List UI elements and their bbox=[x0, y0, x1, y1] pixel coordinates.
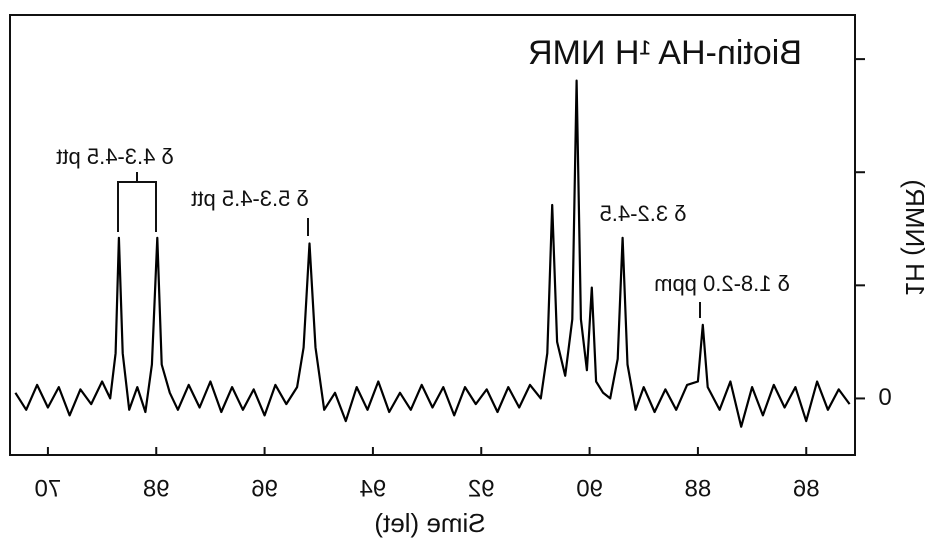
annotation: δ 3.2-4.5 bbox=[600, 201, 687, 226]
plot-frame bbox=[9, 14, 856, 456]
spectrum-line bbox=[14, 79, 851, 428]
y-tick-label: 0 bbox=[878, 384, 891, 411]
x-tick-label: 86 bbox=[793, 475, 820, 502]
chart-title: Biotin-HA ¹H NMR bbox=[528, 34, 802, 72]
x-tick-label: 96 bbox=[251, 475, 278, 502]
y-axis-label: 1H (NMR) bbox=[900, 179, 930, 296]
bracket bbox=[117, 172, 157, 232]
x-tick-label: 90 bbox=[576, 475, 603, 502]
x-tick-label: 88 bbox=[685, 475, 712, 502]
annotation: δ 1.8-2.0 ppm bbox=[654, 271, 790, 296]
annotation: δ 5.3-4.5 ptt bbox=[191, 186, 308, 211]
x-axis-label: Sime (let) bbox=[374, 508, 485, 538]
x-tick-label: 92 bbox=[468, 475, 495, 502]
x-tick-label: 98 bbox=[143, 475, 170, 502]
x-tick-label: 70 bbox=[35, 475, 62, 502]
x-tick-label: 94 bbox=[360, 475, 387, 502]
annotation: δ 4.3-4.5 ptt bbox=[56, 144, 173, 169]
